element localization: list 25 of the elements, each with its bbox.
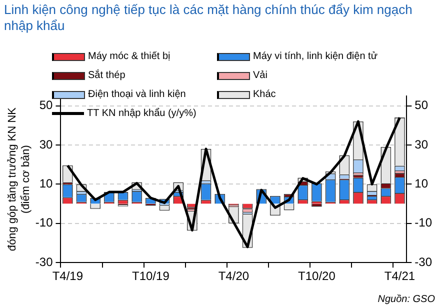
legend-label: Máy móc & thiết bị: [88, 51, 170, 62]
y2-tick-label: 10: [414, 176, 428, 191]
legend-label: Sắt thép: [88, 70, 126, 81]
legend-label: TT KN nhập khẩu (y/y%): [87, 108, 196, 119]
chart-title: Linh kiện công nghệ tiếp tục là các mặt hàng chính thúc đẩy kim ngạch nhập khẩu: [4, 2, 414, 34]
x-tick-label: T10/20: [298, 269, 336, 284]
x-tick-label: T4/19: [52, 269, 84, 284]
y-tick-label: -30: [35, 254, 54, 269]
y2-tick-label: 30: [414, 137, 428, 152]
y2-tick-label: 50: [414, 98, 428, 112]
y-tick-label: 10: [39, 176, 54, 191]
y-tick-label: -10: [35, 216, 54, 230]
y2-tick-label: -10: [414, 216, 432, 230]
legend-label: Vải: [253, 70, 268, 81]
y-tick-label: 30: [39, 137, 54, 152]
x-tick-label: T4/20: [218, 269, 250, 284]
legend-label: Máy vi tính, linh kiện điện tử: [253, 51, 378, 62]
legend-label: Điện thoại và linh kiện: [88, 89, 186, 100]
x-tick-label: T4/21: [384, 269, 416, 284]
legend-label: Khác: [253, 89, 276, 100]
y-tick-label: 50: [39, 98, 54, 112]
y-axis-title: đóng góp tăng trưởng KN NK (điểm cơ bản): [6, 106, 32, 252]
text: Nguồn: GSO: [378, 294, 435, 305]
x-tick-label: T10/19: [132, 269, 170, 284]
y2-tick-label: -30: [414, 254, 432, 269]
